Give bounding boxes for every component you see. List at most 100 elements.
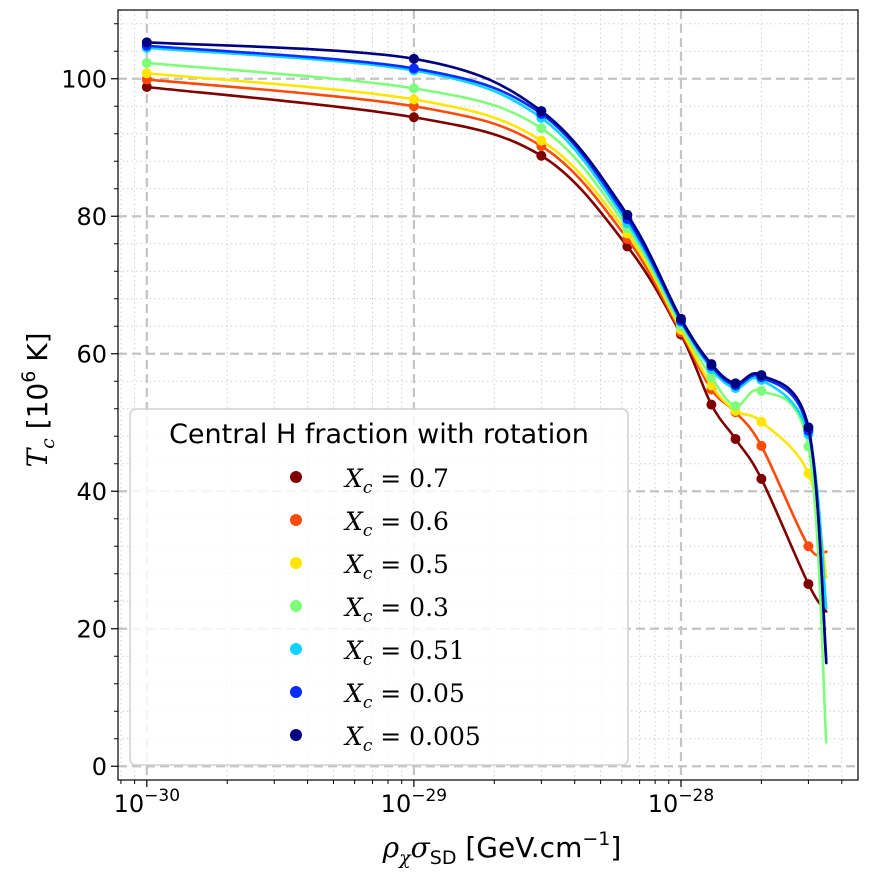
legend-marker xyxy=(290,514,302,526)
series-point xyxy=(706,359,717,370)
legend-label-value: = 0.005 xyxy=(372,722,480,751)
legend-item: Xc = 0.51 xyxy=(290,636,465,670)
series-point xyxy=(536,106,547,117)
x-axis-label-end: ] xyxy=(610,831,621,864)
x-tick-label: 10−29 xyxy=(381,786,447,818)
x-tick-label-base: 10 xyxy=(114,790,145,818)
series-point xyxy=(408,101,419,112)
series-point xyxy=(706,372,717,383)
x-tick-label: 10−30 xyxy=(114,786,180,818)
x-tick-label: 10−28 xyxy=(648,786,714,818)
legend-label-variable: X xyxy=(343,722,364,751)
legend-label-variable: X xyxy=(343,464,364,493)
legend-label-subscript: c xyxy=(363,521,373,541)
series-point xyxy=(408,63,419,74)
series-point xyxy=(803,422,814,433)
y-axis-label-main: [10 xyxy=(21,383,54,438)
legend-label-value: = 0.05 xyxy=(372,679,465,708)
legend-label: Xc = 0.7 xyxy=(343,464,449,498)
series-point xyxy=(706,399,717,410)
legend-label: Xc = 0.6 xyxy=(343,507,449,541)
legend-marker xyxy=(290,557,302,569)
x-tick-label-exponent: −30 xyxy=(144,786,180,806)
y-axis-label-sup: 6 xyxy=(18,371,40,383)
series-point xyxy=(675,313,686,324)
y-axis-label-sub: c xyxy=(37,438,59,449)
legend-label-subscript: c xyxy=(363,736,373,756)
legend-label-value: = 0.7 xyxy=(372,464,449,493)
legend-label: Xc = 0.3 xyxy=(343,593,449,627)
legend-label-subscript: c xyxy=(363,564,373,584)
y-axis-label-base: T xyxy=(21,447,54,468)
legend-marker xyxy=(290,686,302,698)
legend-label-value: = 0.3 xyxy=(372,593,449,622)
x-axis-label-base2: σ xyxy=(411,831,431,864)
legend-marker xyxy=(290,600,302,612)
series-point xyxy=(408,53,419,64)
legend-item: Xc = 0.6 xyxy=(290,507,449,541)
y-tick-label: 80 xyxy=(76,203,107,231)
series-point xyxy=(756,440,767,451)
series-point xyxy=(756,370,767,381)
legend-marker xyxy=(290,643,302,655)
legend: Central H fraction with rotation Xc = 0.… xyxy=(129,408,629,766)
legend-items: Xc = 0.7Xc = 0.6Xc = 0.5Xc = 0.3Xc = 0.5… xyxy=(290,464,481,756)
legend-label-variable: X xyxy=(343,593,364,622)
series-point xyxy=(141,37,152,48)
legend-label-subscript: c xyxy=(363,607,373,627)
series-point xyxy=(730,378,741,389)
ticks xyxy=(111,23,843,787)
legend-item: Xc = 0.05 xyxy=(290,679,465,713)
y-tick-label: 100 xyxy=(61,65,107,93)
x-tick-label-exponent: −29 xyxy=(411,786,447,806)
series-point xyxy=(756,385,767,396)
x-tick-label-exponent: −28 xyxy=(678,786,714,806)
legend-label-subscript: c xyxy=(363,650,373,670)
x-axis-label-sup: −1 xyxy=(582,828,610,850)
legend-box xyxy=(129,408,629,766)
legend-label-subscript: c xyxy=(363,478,373,498)
x-axis-label: ρχσSD [GeV.cm−1] xyxy=(382,828,622,869)
series-point xyxy=(730,434,741,444)
legend-marker xyxy=(290,471,302,483)
series-point xyxy=(622,209,633,220)
series-point xyxy=(141,68,152,79)
legend-label-variable: X xyxy=(343,679,364,708)
series-point xyxy=(536,135,547,146)
series-point xyxy=(408,112,419,123)
legend-label-subscript: c xyxy=(363,693,373,713)
series-point xyxy=(756,473,767,484)
legend-label: Xc = 0.005 xyxy=(343,722,481,756)
x-tick-label-base: 10 xyxy=(381,790,412,818)
y-tick-label: 60 xyxy=(76,340,107,368)
legend-label-value: = 0.51 xyxy=(372,636,465,665)
legend-label: Xc = 0.51 xyxy=(343,636,465,670)
x-tick-label-base: 10 xyxy=(648,790,679,818)
legend-item: Xc = 0.005 xyxy=(290,722,481,756)
x-axis-label-sub2: SD xyxy=(430,847,457,869)
y-tick-label: 20 xyxy=(76,615,107,643)
x-axis-label-base1: ρ xyxy=(382,831,400,864)
legend-label-variable: X xyxy=(343,636,364,665)
series-point xyxy=(141,57,152,68)
y-tick-label: 0 xyxy=(92,753,107,781)
series-point xyxy=(408,83,419,94)
legend-label-value: = 0.6 xyxy=(372,507,449,536)
series-point xyxy=(141,82,152,92)
series-group xyxy=(141,37,828,744)
y-tick-label: 40 xyxy=(76,478,107,506)
legend-item: Xc = 0.5 xyxy=(290,550,449,584)
series-point xyxy=(803,541,814,552)
legend-item: Xc = 0.3 xyxy=(290,593,449,627)
legend-title: Central H fraction with rotation xyxy=(169,419,589,450)
legend-label: Xc = 0.5 xyxy=(343,550,449,584)
series-7 xyxy=(141,37,828,665)
x-axis-label-main: [GeV.cm xyxy=(456,831,582,864)
series-point xyxy=(536,123,547,134)
legend-label-value: = 0.5 xyxy=(372,550,449,579)
legend-label-variable: X xyxy=(343,507,364,536)
series-point xyxy=(756,416,767,427)
series-point xyxy=(803,579,814,590)
y-axis-label-end: K] xyxy=(21,332,54,370)
